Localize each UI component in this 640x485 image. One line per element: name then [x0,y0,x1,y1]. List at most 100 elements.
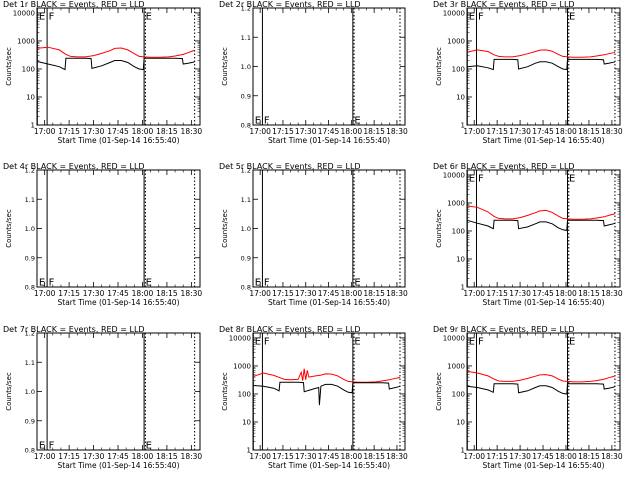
x-tick-label: 17:30 [295,289,317,298]
flare-mark-e: E [354,116,360,127]
x-tick-label: 18:30 [386,289,408,298]
events-series-line [467,58,616,71]
x-tick-label: 18:00 [341,127,363,136]
y-tick-label: 1.1 [25,359,35,367]
flare-mark-f: F [478,337,484,348]
plot-frame [36,332,201,451]
x-tick-label: 18:15 [156,289,178,298]
flare-mark-e: E [469,337,475,348]
x-axis-label: Start Time (01-Sep-14 16:55:40) [268,298,390,307]
x-axis-label: Start Time (01-Sep-14 16:55:40) [58,461,180,470]
y-tick-label: 10 [456,93,465,101]
y-tick-label: 100 [452,65,465,73]
x-tick-label: 18:30 [181,452,203,461]
x-tick-label: 17:30 [83,289,105,298]
y-tick-label: 0.8 [241,122,251,130]
y-tick-label: 0.9 [25,417,35,425]
y-tick-label: 100 [22,65,35,73]
flare-mark-e: E [354,337,360,348]
x-tick-label: 18:30 [181,289,203,298]
flare-mark-e: E [146,278,152,289]
y-tick-label: 1.1 [241,34,251,42]
plot-frame [466,7,621,126]
x-tick-label: 17:15 [272,289,294,298]
y-tick-label: 1000 [17,37,35,45]
x-tick-label: 18:00 [555,127,577,136]
panel-title: Det 4r BLACK = Events, RED = LLD [3,162,145,171]
flare-mark-e: E [146,12,152,23]
flare-mark-f: F [478,12,484,23]
x-tick-label: 17:00 [34,289,56,298]
x-tick-label: 17:15 [486,289,508,298]
x-tick-label: 18:30 [601,289,623,298]
x-axis-label: Start Time (01-Sep-14 16:55:40) [58,298,180,307]
panel-title: Det 8r BLACK = Events, RED = LLD [219,325,361,334]
y-tick-label: 10 [456,418,465,426]
x-tick-label: 17:30 [509,452,531,461]
plot-frame [466,169,621,288]
y-axis-label: Counts/sec [221,47,229,86]
y-tick-label: 100 [238,390,251,398]
x-tick-label: 17:00 [34,452,56,461]
x-tick-label: 17:30 [509,127,531,136]
flare-mark-f: F [49,12,55,23]
y-tick-label: 1000 [447,37,465,45]
lld-series-line [467,49,616,58]
y-tick-label: 0.9 [241,92,251,100]
y-tick-label: 0.8 [25,447,35,455]
x-tick-label: 18:15 [363,127,385,136]
flare-mark-f: F [49,441,55,452]
y-tick-label: 1.1 [241,196,251,204]
x-tick-label: 18:00 [132,289,154,298]
x-tick-label: 17:45 [318,289,340,298]
plot-frame [36,7,201,126]
y-axis-label: Counts/sec [221,209,229,248]
y-tick-label: 10000 [443,334,465,342]
x-tick-label: 17:00 [34,127,56,136]
y-tick-label: 10000 [229,334,251,342]
x-tick-label: 17:15 [58,452,80,461]
flare-mark-f: F [264,337,270,348]
flare-mark-e: E [569,337,575,348]
y-tick-label: 1.2 [25,330,35,338]
x-tick-label: 17:00 [463,452,485,461]
x-tick-label: 18:00 [341,452,363,461]
events-series-line [467,383,616,395]
x-axis-label: Start Time (01-Sep-14 16:55:40) [268,136,390,145]
y-tick-label: 1 [31,122,35,130]
y-tick-label: 1000 [233,362,251,370]
panel-title: Det 5r BLACK = Events, RED = LLD [219,162,361,171]
y-tick-label: 1.0 [241,63,251,71]
y-tick-label: 1000 [447,362,465,370]
x-axis-label: Start Time (01-Sep-14 16:55:40) [58,136,180,145]
x-tick-label: 18:00 [132,452,154,461]
flare-mark-e: E [354,278,360,289]
y-axis-label: Counts/sec [5,47,13,86]
x-axis-label: Start Time (01-Sep-14 16:55:40) [268,461,390,470]
y-tick-label: 1 [461,122,465,130]
x-tick-label: 17:00 [249,127,271,136]
x-tick-label: 18:15 [578,289,600,298]
plot-frame [466,332,621,451]
panel-title: Det 3r BLACK = Events, RED = LLD [433,0,575,9]
x-tick-label: 17:15 [272,452,294,461]
panel-title: Det 2r BLACK = Events, RED = LLD [219,0,361,9]
flare-mark-e: E [146,441,152,452]
y-tick-label: 1.1 [25,196,35,204]
y-tick-label: 1 [461,447,465,455]
y-axis-label: Counts/sec [5,372,13,411]
y-tick-label: 10 [456,255,465,263]
plot-frame [36,169,201,288]
y-axis-label: Counts/sec [221,372,229,411]
flare-mark-e: E [569,174,575,185]
lld-series-line [467,370,616,383]
x-tick-label: 18:15 [156,452,178,461]
y-axis-label: Counts/sec [435,47,443,86]
x-tick-label: 18:15 [363,289,385,298]
x-tick-label: 17:15 [58,127,80,136]
x-tick-label: 18:30 [181,127,203,136]
flare-mark-f: F [478,174,484,185]
